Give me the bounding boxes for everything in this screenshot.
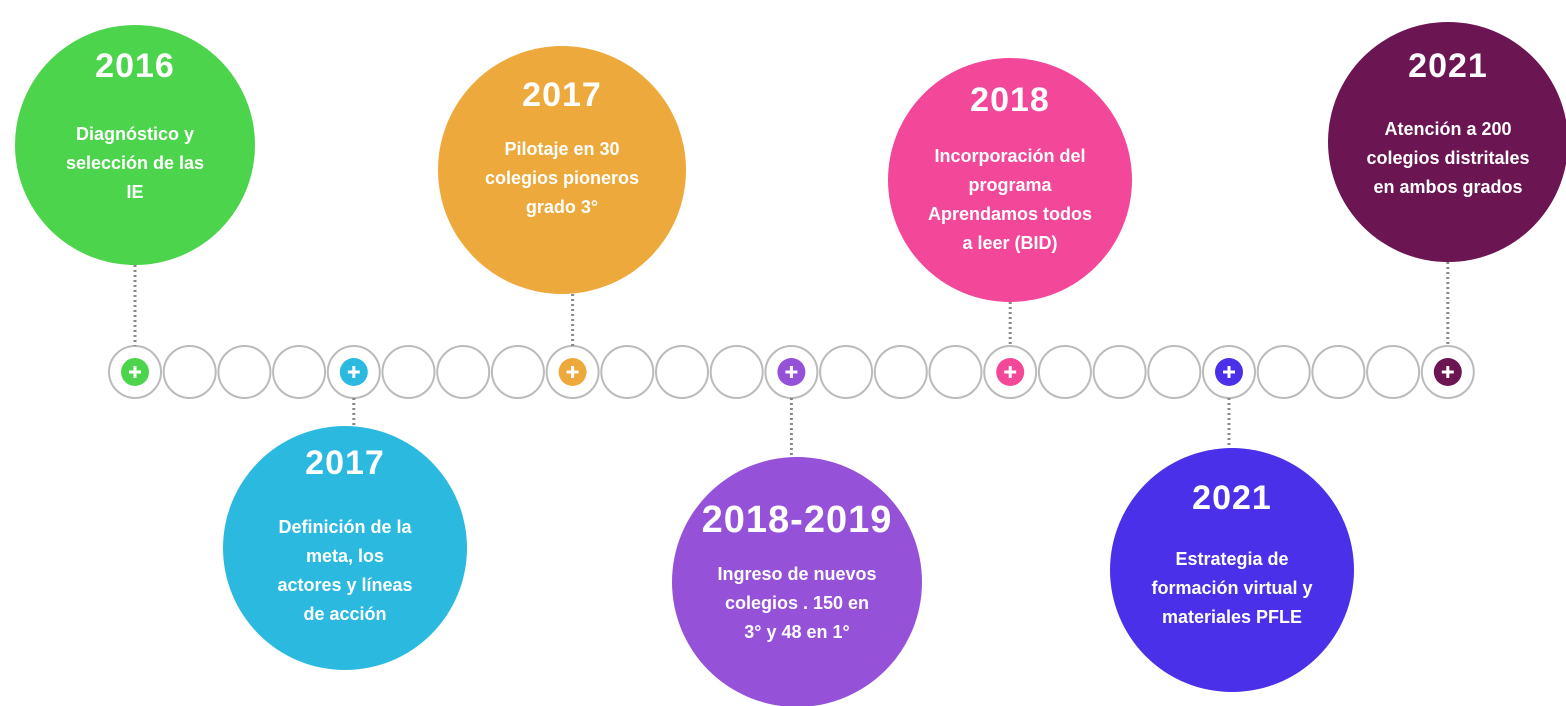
event-text: colegios pioneros	[485, 168, 639, 188]
event-circle	[438, 46, 686, 294]
timeline-ring	[1256, 345, 1311, 399]
timeline-ring	[272, 345, 327, 399]
event-text: formación virtual y	[1151, 578, 1312, 598]
event-text: de acción	[303, 604, 386, 624]
event-circle	[1110, 448, 1354, 692]
event-text: Pilotaje en 30	[504, 139, 619, 159]
event-text: actores y líneas	[277, 575, 412, 595]
event-text: materiales PFLE	[1162, 607, 1302, 627]
event-year: 2017	[522, 76, 602, 114]
event-text: Estrategia de	[1175, 549, 1288, 569]
event-year: 2021	[1192, 479, 1272, 517]
event-text: programa	[968, 175, 1052, 195]
timeline-ring	[1037, 345, 1092, 399]
event-text: grado 3°	[526, 197, 598, 217]
plus-icon	[785, 366, 798, 378]
event-text: Incorporación del	[934, 146, 1085, 166]
plus-icon	[1223, 366, 1235, 378]
timeline-ring	[1147, 345, 1202, 399]
timeline-ring	[655, 345, 709, 399]
event-text: a leer (BID)	[962, 233, 1057, 253]
event-year: 2017	[305, 444, 385, 482]
timeline-ring	[873, 345, 928, 399]
event-text: colegios . 150 en	[725, 593, 869, 613]
event-text: Ingreso de nuevos	[717, 564, 876, 584]
event-year: 2016	[95, 47, 175, 85]
event-circle	[15, 25, 255, 265]
plus-icon	[1441, 366, 1454, 378]
event-circle	[223, 426, 467, 670]
timeline-ring	[162, 345, 217, 399]
plus-icon	[129, 366, 141, 378]
event-circle	[1328, 22, 1566, 262]
timeline-ring	[381, 345, 436, 399]
event-text: IE	[126, 182, 143, 202]
event-text: colegios distritales	[1366, 148, 1529, 168]
plus-icon	[566, 366, 579, 378]
event-circle	[888, 58, 1132, 302]
event-circle	[672, 457, 922, 706]
event-text: selección de las	[66, 153, 204, 173]
plus-icon	[347, 366, 360, 378]
event-text: meta, los	[306, 546, 384, 566]
event-year: 2018	[970, 81, 1050, 119]
timeline-ring	[436, 345, 491, 399]
timeline-ring	[819, 345, 874, 399]
event-text: Aprendamos todos	[928, 204, 1092, 224]
event-text: Atención a 200	[1384, 119, 1511, 139]
timeline-ring	[1311, 345, 1366, 399]
event-text: 3° y 48 en 1°	[744, 622, 849, 642]
timeline-ring	[600, 345, 655, 399]
timeline-ring	[928, 345, 983, 399]
event-year: 2018-2019	[702, 499, 893, 541]
timeline-ring	[1092, 345, 1147, 399]
event-text: Definición de la	[278, 517, 412, 537]
event-text: Diagnóstico y	[76, 124, 194, 144]
timeline-ring	[217, 345, 272, 399]
timeline-ring	[709, 345, 764, 399]
timeline-ring	[490, 345, 545, 399]
plus-icon	[1004, 366, 1017, 378]
timeline-ring	[1366, 345, 1421, 399]
event-year: 2021	[1408, 47, 1488, 85]
event-text: en ambos grados	[1373, 177, 1522, 197]
